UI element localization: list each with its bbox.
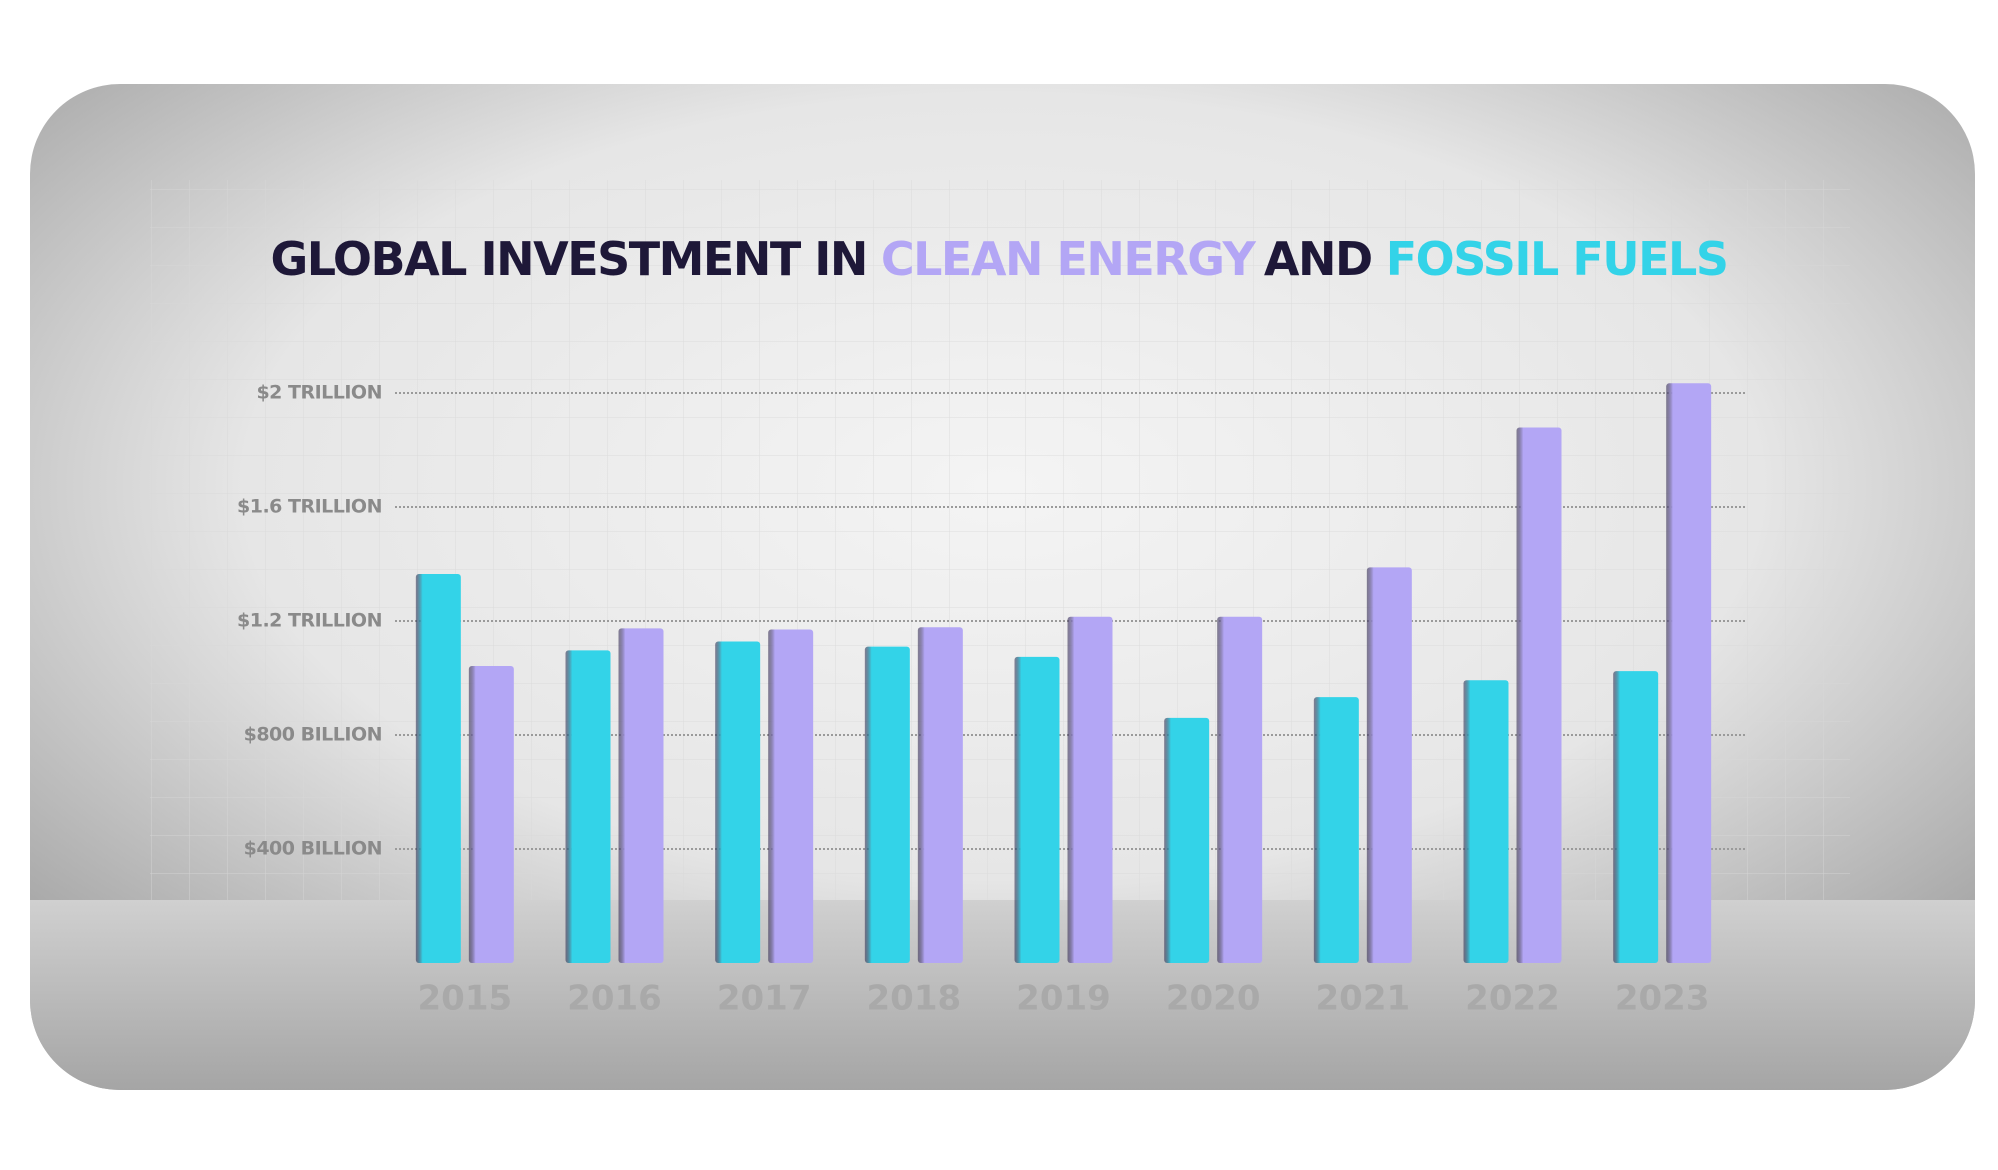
bar — [1313, 697, 1359, 963]
bar — [618, 628, 664, 963]
x-tick-label: 2022 — [1465, 979, 1560, 1019]
bar — [1666, 383, 1712, 963]
bar — [565, 650, 611, 963]
x-tick-label: 2017 — [717, 979, 812, 1019]
title-part: GLOBAL INVESTMENT IN — [270, 232, 866, 286]
y-tick-label: $2 TRILLION — [256, 382, 382, 404]
bar — [1014, 656, 1060, 963]
x-tick-label: 2023 — [1615, 979, 1710, 1019]
bar — [1366, 567, 1412, 963]
bar — [864, 646, 910, 963]
x-tick-label: 2021 — [1316, 979, 1411, 1019]
bar — [768, 629, 814, 963]
title-part: CLEAN ENERGY — [881, 232, 1257, 286]
bar — [468, 666, 514, 963]
bar — [1516, 427, 1562, 963]
bar — [715, 641, 761, 963]
bar — [917, 627, 963, 963]
y-tick-label: $400 BILLION — [244, 838, 382, 860]
bar — [1164, 717, 1210, 963]
x-tick-label: 2016 — [567, 979, 662, 1019]
y-tick-label: $1.6 TRILLION — [237, 496, 382, 518]
y-tick-label: $1.2 TRILLION — [237, 610, 382, 632]
bar — [1463, 680, 1509, 963]
paper-grid — [150, 180, 1850, 900]
card — [30, 84, 1975, 1090]
bar — [415, 573, 461, 963]
x-tick-label: 2020 — [1166, 979, 1261, 1019]
bar — [1613, 671, 1659, 963]
x-tick-label: 2018 — [867, 979, 962, 1019]
bar — [1217, 616, 1263, 963]
x-tick-label: 2019 — [1016, 979, 1111, 1019]
title-part: AND — [1264, 232, 1372, 286]
chart-title: GLOBAL INVESTMENT IN CLEAN ENERGY AND FOSSI… — [270, 232, 1727, 286]
y-tick-label: $800 BILLION — [244, 724, 382, 746]
x-tick-label: 2015 — [418, 979, 513, 1019]
bar — [1067, 616, 1113, 963]
title-part: FOSSIL FUELS — [1386, 232, 1728, 286]
